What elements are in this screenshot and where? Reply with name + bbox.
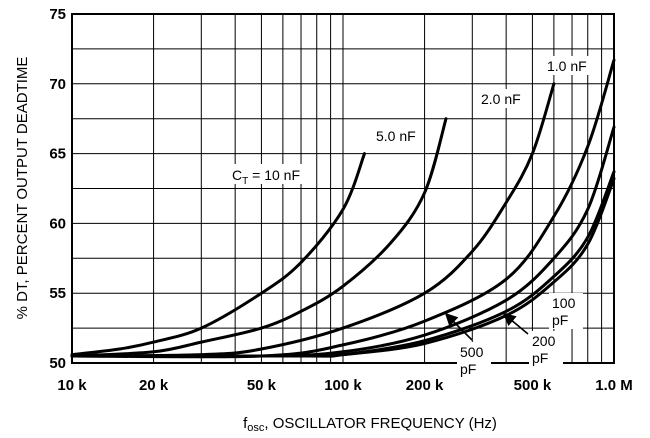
grid	[72, 14, 614, 363]
curve-labels: CT = 10 nF5.0 nF2.0 nF1.0 nF100pF200pF50…	[229, 56, 594, 378]
label-ct100pF-bg	[549, 293, 583, 329]
label-ct100pF-unit: pF	[552, 312, 568, 328]
curve-ct5nF	[70, 117, 448, 358]
x-tick-label: 10 k	[57, 377, 87, 394]
plot-frame	[71, 13, 615, 364]
x-tick-label: 200 k	[406, 377, 444, 394]
label-ct10nF-text: CT = 10 nF	[232, 167, 300, 187]
label-ct1nF-text: 1.0 nF	[547, 58, 587, 74]
label-ct2nF-text: 2.0 nF	[481, 91, 521, 107]
curve-ct10nF	[70, 152, 366, 357]
label-ct5nF: 5.0 nF	[373, 126, 423, 145]
label-ct500pF-bg	[457, 342, 491, 378]
label-ct500pF-unit: pF	[460, 361, 476, 377]
label-ct10nF: CT = 10 nF	[229, 164, 309, 187]
y-tick-label: 50	[49, 355, 66, 372]
label-ct10nF-rest: = 10 nF	[248, 167, 300, 183]
label-ct10nF-bg	[229, 164, 309, 184]
label-ct1nF: 1.0 nF	[544, 56, 594, 75]
y-tick-label: 55	[49, 285, 66, 302]
x-axis-label-sub: osc	[247, 422, 265, 434]
curve-ct100pF	[70, 177, 616, 358]
label-ct5nF-bg	[373, 126, 423, 145]
curves	[70, 58, 616, 359]
plot-border	[71, 13, 615, 364]
label-ct500pF-value: 500	[460, 344, 484, 360]
arrow-200pF	[502, 312, 529, 335]
x-tick-label: 1.0 M	[595, 377, 633, 394]
label-ct5nF-text: 5.0 nF	[376, 128, 416, 144]
label-ct200pF-value: 200	[532, 333, 556, 349]
x-tick-label: 100 k	[324, 377, 362, 394]
label-ct200pF-bg	[529, 331, 563, 367]
y-tick-label: 60	[49, 215, 66, 232]
arrow-500pF	[444, 312, 473, 341]
tick-labels: 10 k 20 k 50 k 100 k 200 k 500 k 1.0 M 50 55 60 65…	[49, 6, 632, 394]
x-tick-label: 20 k	[139, 377, 169, 394]
x-tick-label: 50 k	[247, 377, 277, 394]
label-ct100pF-value: 100	[552, 295, 576, 311]
label-ct10nF-c: C	[232, 167, 242, 183]
x-tick-label: 500 k	[514, 377, 552, 394]
label-ct1nF-bg	[544, 56, 594, 75]
label-ct10nF-sub: T	[242, 176, 248, 187]
y-tick-label: 70	[49, 76, 66, 93]
x-axis-label-f: f	[243, 415, 248, 432]
label-ct2nF: 2.0 nF	[478, 89, 528, 108]
x-axis-label-rest: , OSCILLATOR FREQUENCY (Hz)	[264, 415, 497, 432]
label-ct200pF-unit: pF	[532, 350, 548, 366]
x-axis-label: fosc, OSCILLATOR FREQUENCY (Hz)	[243, 415, 497, 434]
label-ct2nF-bg	[478, 89, 528, 108]
curve-ct2nF	[70, 82, 556, 358]
y-tick-label: 65	[49, 146, 66, 163]
y-tick-label: 75	[49, 6, 66, 23]
y-axis-label: % DT, PERCENT OUTPUT DEADTIME	[14, 57, 31, 320]
